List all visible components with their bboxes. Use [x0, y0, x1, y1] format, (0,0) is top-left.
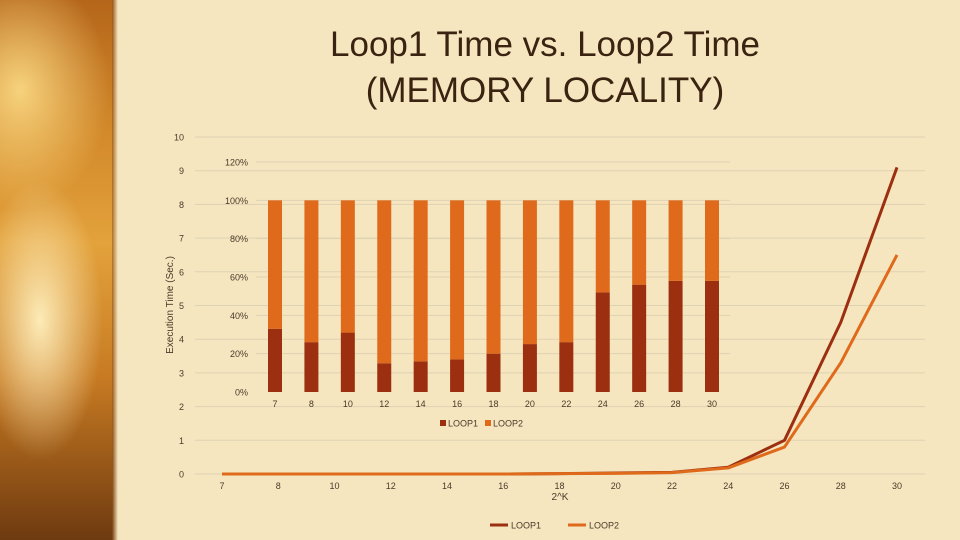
bar-loop1 [522, 344, 537, 392]
bar-chart-y-tick-label: 40% [230, 311, 248, 321]
line-chart-x-tick-label: 18 [554, 481, 564, 491]
bar-loop2 [632, 200, 647, 285]
bar-legend-label-loop1: LOOP1 [448, 419, 478, 429]
line-legend-label-loop2: LOOP2 [589, 521, 619, 531]
bar-legend-swatch-loop2 [485, 420, 491, 426]
line-chart-x-tick-label: 26 [779, 481, 789, 491]
bar-loop1 [304, 342, 319, 392]
bar-chart-x-tick-label: 28 [671, 399, 681, 409]
bar-chart-x-tick-label: 24 [598, 399, 608, 409]
line-chart-x-ticks: 7 8 10 12 14 16 18 20 22 24 26 28 30 [219, 481, 902, 491]
bar-loop2 [705, 200, 719, 281]
bar-loop1 [413, 361, 428, 392]
line-chart-x-tick-label: 24 [723, 481, 733, 491]
line-chart-y-tick-label: 7 [179, 234, 184, 244]
bar-legend-label-loop2: LOOP2 [493, 419, 523, 429]
line-chart-x-tick-label: 22 [667, 481, 677, 491]
bar-chart-x-tick-label: 12 [379, 399, 389, 409]
bar-chart-x-tick-label: 18 [488, 399, 498, 409]
line-chart-x-tick-label: 20 [611, 481, 621, 491]
line-chart-y-tick-label: 2 [179, 402, 184, 412]
bar-chart-x-tick-label: 20 [525, 399, 535, 409]
title-line-2: (MEMORY LOCALITY) [365, 71, 725, 110]
line-chart-y-tick-label: 9 [179, 166, 184, 176]
bar-loop1 [632, 284, 647, 392]
line-chart-y-axis-label: Execution Time (Sec.) [165, 256, 176, 354]
line-legend-label-loop1: LOOP1 [511, 521, 541, 531]
line-chart-y-tick-label: 4 [179, 335, 184, 345]
bar-loop1 [595, 292, 610, 392]
slide-background-image [0, 0, 118, 540]
bar-chart-x-tick-label: 7 [272, 399, 277, 409]
line-chart-y-tick-label: 8 [179, 200, 184, 210]
bar-loop2 [595, 200, 610, 293]
bar-loop1 [268, 328, 282, 392]
bar-loop2 [340, 200, 355, 333]
bar-loop2 [450, 200, 465, 360]
line-chart-x-tick-label: 10 [329, 481, 339, 491]
bar-loop2 [559, 200, 574, 343]
bar-loop2 [486, 200, 501, 354]
bar-loop2 [522, 200, 537, 345]
bar-chart-x-ticks: 7 8 10 12 14 16 18 20 22 24 26 28 30 [272, 399, 717, 409]
bar-chart-x-tick-label: 30 [707, 399, 717, 409]
line-chart-x-tick-label: 12 [386, 481, 396, 491]
bar-chart-y-tick-label: 120% [225, 158, 248, 168]
bar-loop1 [705, 280, 719, 392]
bar-chart-x-tick-label: 26 [634, 399, 644, 409]
bar-loop1 [340, 332, 355, 392]
line-chart-x-tick-label: 30 [892, 481, 902, 491]
bar-chart-y-tick-label: 80% [230, 234, 248, 244]
bar-chart-y-tick-label: 100% [225, 196, 248, 206]
line-chart-x-tick-label: 16 [498, 481, 508, 491]
stacked-bar-chart: 0% 20% 40% 60% 80% 100% 120% 7 8 10 12 14 16 18 20 22 2… [225, 158, 730, 429]
bar-loop2 [668, 200, 683, 281]
bar-loop1 [559, 342, 574, 392]
bar-loop1 [377, 363, 392, 392]
bar-loop1 [450, 359, 465, 392]
bar-chart-y-tick-label: 20% [230, 349, 248, 359]
bar-loop1 [668, 280, 683, 392]
line-chart-y-tick-label: 1 [179, 436, 184, 446]
line-series-loop2 [222, 254, 899, 476]
line-chart-y-tick-label: 10 [174, 133, 184, 143]
bar-chart-y-tick-label: 60% [230, 273, 248, 283]
line-chart-x-tick-label: 14 [442, 481, 452, 491]
line-chart-x-axis-label: 2^K [552, 492, 569, 503]
slide-title: Loop1 Time vs. Loop2 Time (MEMORY LOCALI… [250, 22, 840, 114]
line-chart-y-tick-label: 3 [179, 368, 184, 378]
bar-chart-x-tick-label: 10 [343, 399, 353, 409]
bar-loop2 [268, 200, 282, 329]
slide-background-edge [112, 0, 118, 540]
bar-legend-swatch-loop1 [440, 420, 446, 426]
line-chart-legend: LOOP1 LOOP2 [490, 521, 619, 531]
line-chart-x-tick-label: 7 [219, 481, 224, 491]
bar-chart-bars [268, 200, 719, 392]
bar-chart-x-tick-label: 22 [561, 399, 571, 409]
line-chart-x-tick-label: 28 [836, 481, 846, 491]
bar-loop2 [304, 200, 319, 343]
bar-chart-legend: LOOP1 LOOP2 [440, 419, 523, 429]
bar-chart-y-ticks: 0% 20% 40% 60% 80% 100% 120% [225, 158, 248, 398]
line-chart-series [222, 166, 899, 476]
bar-chart-x-tick-label: 8 [309, 399, 314, 409]
bar-chart-x-tick-label: 14 [416, 399, 426, 409]
line-chart-y-ticks: 0 1 2 3 4 5 6 7 8 9 10 [174, 133, 184, 480]
bar-loop2 [377, 200, 392, 364]
bar-loop1 [486, 353, 501, 392]
line-chart-y-tick-label: 6 [179, 267, 184, 277]
bar-chart-y-tick-label: 0% [235, 388, 248, 398]
title-line-1: Loop1 Time vs. Loop2 Time [330, 25, 760, 64]
bar-chart-x-tick-label: 16 [452, 399, 462, 409]
line-chart-y-tick-label: 5 [179, 301, 184, 311]
line-chart-x-tick-label: 8 [276, 481, 281, 491]
bar-loop2 [413, 200, 428, 362]
line-chart-y-tick-label: 0 [179, 470, 184, 480]
